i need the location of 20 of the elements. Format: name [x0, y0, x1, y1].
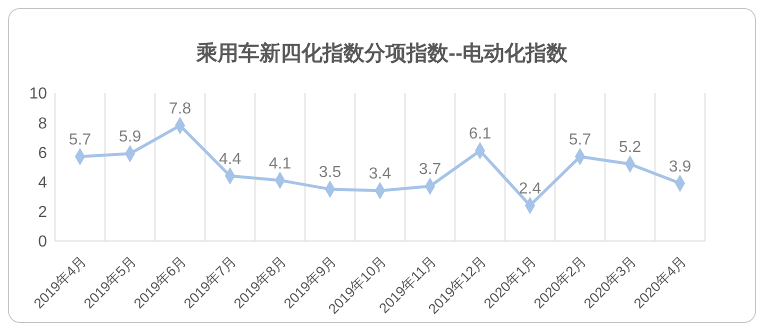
data-label: 4.1	[268, 155, 292, 172]
chart-title: 乘用车新四化指数分项指数--电动化指数	[195, 40, 568, 67]
y-tick-label: 0	[38, 234, 48, 251]
data-label: 4.4	[218, 150, 242, 168]
data-label: 5.9	[118, 128, 142, 146]
data-label: 2.4	[518, 180, 542, 198]
data-label: 5.7	[68, 132, 92, 149]
data-label: 3.9	[668, 158, 692, 176]
data-label: 5.7	[568, 132, 592, 149]
data-label: 7.8	[168, 100, 192, 118]
y-tick-label: 2	[38, 204, 48, 222]
data-label: 3.5	[318, 164, 342, 182]
data-label: 3.7	[418, 161, 442, 178]
y-tick-label: 6	[38, 144, 48, 162]
data-label: 6.1	[468, 126, 492, 143]
y-tick-label: 8	[38, 115, 48, 132]
y-tick-label: 4	[38, 174, 48, 192]
data-label: 3.4	[368, 166, 392, 183]
data-label: 5.2	[618, 139, 642, 156]
y-tick-label: 10	[29, 86, 48, 103]
